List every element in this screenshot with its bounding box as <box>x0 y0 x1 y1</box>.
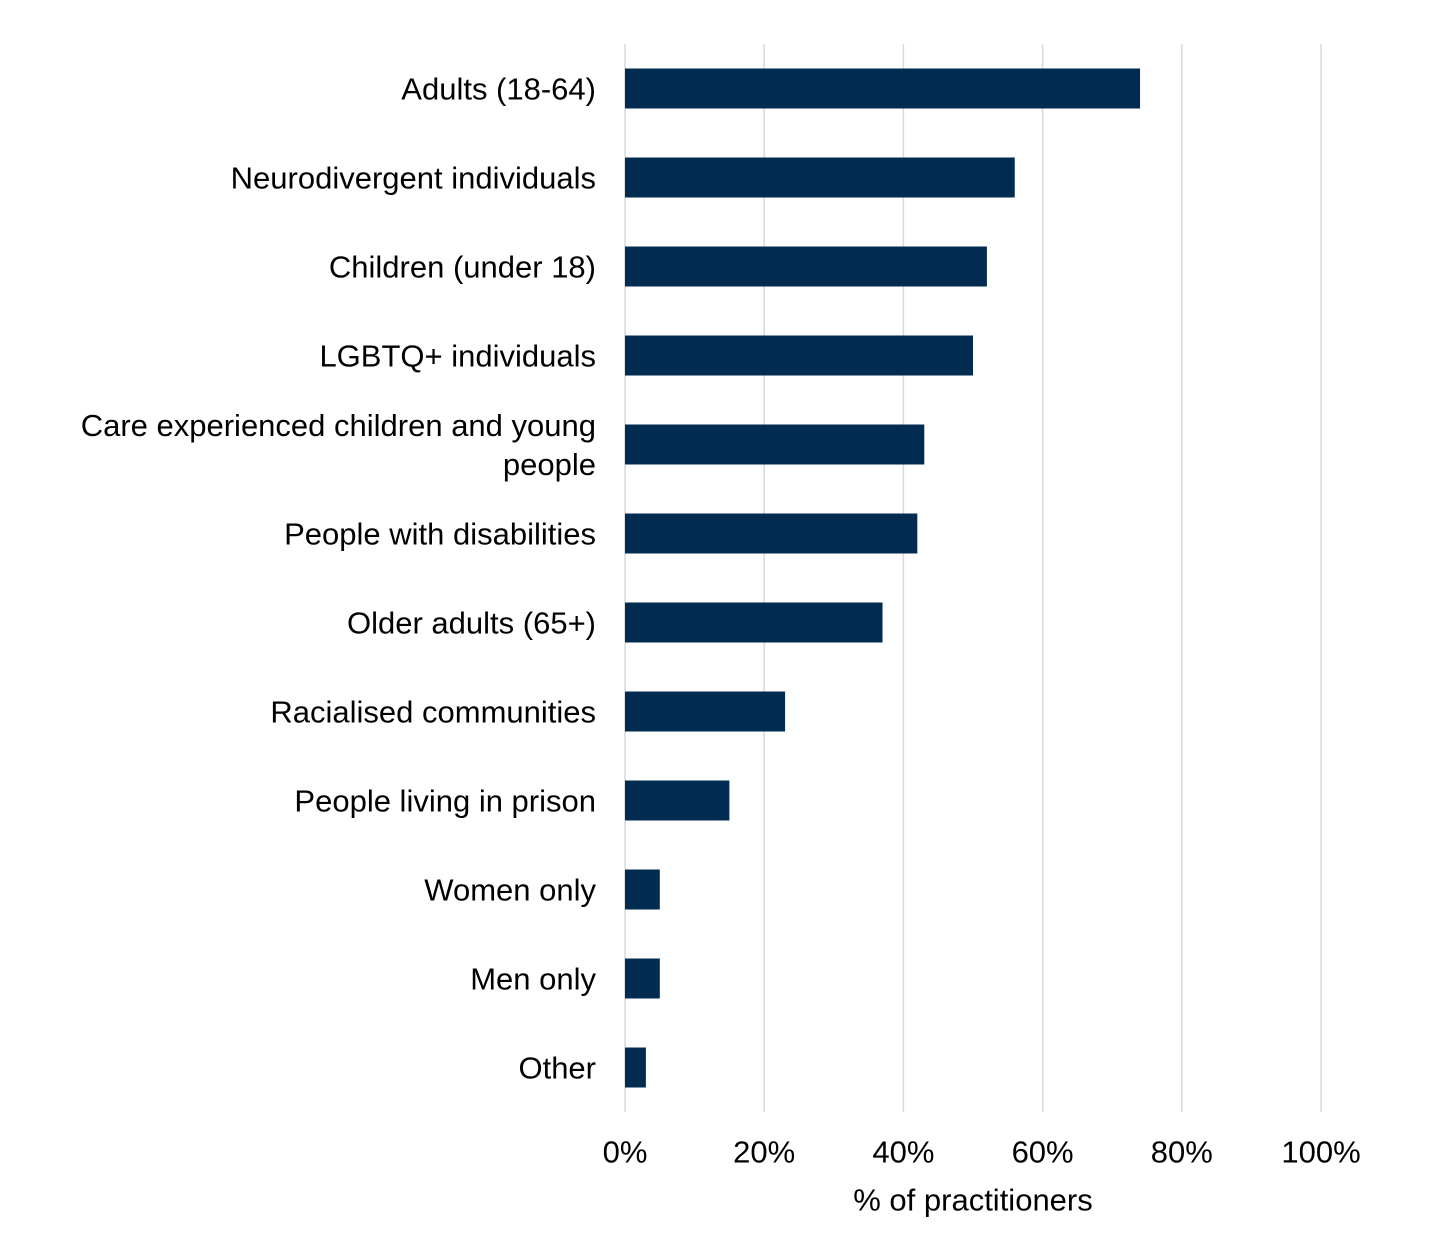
bar <box>625 780 730 821</box>
y-tick-label: Adults (18-64) <box>401 71 596 106</box>
y-tick-label: People living in prison <box>294 783 596 818</box>
y-tick-label: People with disabilities <box>284 516 596 551</box>
y-tick-label: Children (under 18) <box>328 249 596 284</box>
bar <box>625 1047 646 1088</box>
x-tick-label: 0% <box>602 1134 648 1170</box>
bar <box>625 424 925 465</box>
y-tick-label: Racialised communities <box>270 694 596 729</box>
bar <box>625 157 1015 198</box>
bar <box>625 513 918 554</box>
bar <box>625 691 786 732</box>
y-tick-label: Men only <box>470 961 596 996</box>
y-tick-label: Neurodivergent individuals <box>230 160 596 195</box>
y-tick-label: Older adults (65+) <box>347 605 596 640</box>
y-tick-label: Other <box>518 1050 596 1085</box>
x-axis-title: % of practitioners <box>853 1182 1093 1218</box>
x-tick-label: 80% <box>1150 1134 1213 1170</box>
x-tick-label: 100% <box>1281 1134 1361 1170</box>
bar <box>625 335 973 376</box>
x-tick-label: 60% <box>1011 1134 1074 1170</box>
bar <box>625 958 660 999</box>
bar <box>625 246 987 287</box>
bar <box>625 602 883 643</box>
y-tick-label: Women only <box>424 872 596 907</box>
y-tick-label: LGBTQ+ individuals <box>319 338 596 373</box>
bar <box>625 869 660 910</box>
bar <box>625 68 1141 109</box>
x-tick-label: 20% <box>733 1134 796 1170</box>
x-tick-label: 40% <box>872 1134 935 1170</box>
y-tick-label: Care experienced children and young peop… <box>80 407 596 482</box>
